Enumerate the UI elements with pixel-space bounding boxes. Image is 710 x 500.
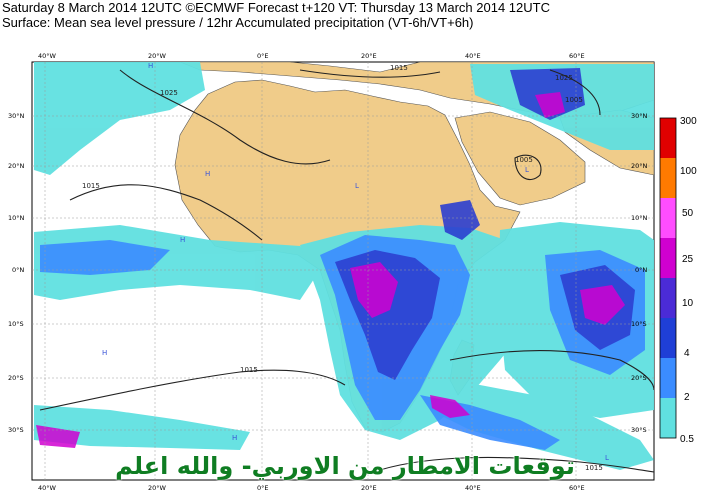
graticule bbox=[32, 62, 654, 480]
lat-tick: 30°N bbox=[631, 112, 648, 120]
pressure-center-marker: L bbox=[525, 166, 529, 174]
pressure-center-marker: H bbox=[232, 434, 237, 442]
lat-tick: 20°N bbox=[631, 162, 648, 170]
isobar-label: 1015 bbox=[585, 464, 603, 472]
precip-blue-atlantic bbox=[40, 240, 170, 275]
lon-ticks-bottom: 40°W 20°W 0°E 20°E 40°E 60°E bbox=[38, 484, 585, 492]
lat-tick: 30°N bbox=[8, 112, 25, 120]
lon-tick: 40°E bbox=[465, 52, 481, 60]
colorbar-frame bbox=[659, 117, 677, 439]
isobars bbox=[39, 69, 654, 473]
colorbar-label: 10 bbox=[682, 298, 694, 309]
pressure-center-marker: L bbox=[355, 182, 359, 190]
lon-ticks-top: 40°W 20°W 0°E 20°E 40°E 60°E bbox=[38, 52, 585, 60]
lat-tick: 30°S bbox=[8, 426, 24, 434]
colorbar-swatch bbox=[660, 318, 676, 358]
isobar-southern bbox=[379, 456, 654, 473]
colorbar-label: 300 bbox=[680, 116, 697, 127]
lon-tick: 60°E bbox=[569, 52, 585, 60]
isobar-label: 1005 bbox=[515, 156, 533, 164]
precip-cyan-south-atlantic bbox=[34, 405, 250, 450]
colorbar-label: 25 bbox=[682, 254, 694, 265]
colorbar-label: 50 bbox=[682, 208, 694, 219]
lon-tick: 0°E bbox=[257, 484, 269, 492]
colorbar-label: 100 bbox=[680, 166, 697, 177]
lat-tick: 20°S bbox=[631, 374, 647, 382]
lat-tick: 10°S bbox=[8, 320, 24, 328]
lon-tick: 40°W bbox=[38, 484, 57, 492]
colorbar-swatch bbox=[660, 198, 676, 238]
isobar-label: 1015 bbox=[240, 366, 258, 374]
colorbar-label: 4 bbox=[684, 348, 690, 359]
isobar-label: 1015 bbox=[390, 64, 408, 72]
map-header: Saturday 8 March 2014 12UTC ©ECMWF Forec… bbox=[0, 0, 710, 30]
colorbar-swatch bbox=[660, 158, 676, 198]
precip-magenta-north bbox=[535, 92, 565, 118]
isobar-label: 1025 bbox=[555, 74, 573, 82]
precip-magenta-congo bbox=[350, 262, 398, 318]
lon-tick: 20°W bbox=[148, 52, 167, 60]
lon-tick: 20°E bbox=[361, 52, 377, 60]
lon-tick: 0°E bbox=[257, 52, 269, 60]
lat-tick: 20°N bbox=[8, 162, 25, 170]
lat-tick: 0°N bbox=[12, 266, 24, 274]
precip-cyan-north-atlantic bbox=[34, 62, 205, 175]
precip-cyan-southeast bbox=[420, 380, 654, 470]
isobar-south-indian bbox=[449, 350, 654, 391]
colorbar-swatch bbox=[660, 358, 676, 398]
colorbar-swatch bbox=[660, 238, 676, 278]
lat-tick: 10°N bbox=[8, 214, 25, 222]
precip-darkblue-ethiopia bbox=[440, 200, 480, 240]
pressure-center-marker: H bbox=[205, 170, 210, 178]
isobar-labels: 1025 1015 1005 1015 1015 1025 1015 1005 bbox=[82, 64, 603, 472]
pressure-centers: H H L L H H H L bbox=[102, 62, 609, 462]
pressure-center-marker: L bbox=[605, 454, 609, 462]
lat-tick: 10°S bbox=[631, 320, 647, 328]
precip-magenta-east bbox=[580, 285, 625, 325]
precipitation-colorbar: 300 100 50 25 10 4 2 0.5 bbox=[659, 116, 697, 445]
precip-extreme bbox=[36, 92, 625, 448]
isobar-arabia bbox=[514, 154, 542, 180]
lon-tick: 20°E bbox=[361, 484, 377, 492]
lon-tick: 40°E bbox=[465, 484, 481, 492]
lat-ticks-right: 30°N 20°N 10°N 0°N 10°S 20°S 30°S bbox=[631, 112, 648, 434]
lat-ticks-left: 30°N 20°N 10°N 0°N 10°S 20°S 30°S bbox=[8, 112, 25, 434]
colorbar-swatch bbox=[660, 118, 676, 158]
pressure-center-marker: H bbox=[148, 62, 153, 70]
arabia-landmass bbox=[454, 111, 586, 206]
precip-magenta-mozambique bbox=[430, 395, 470, 418]
isobar-label: 1025 bbox=[160, 89, 178, 97]
isobar-label: 1015 bbox=[82, 182, 100, 190]
precip-magenta-south-atlantic bbox=[36, 425, 80, 448]
isobar-label: 1005 bbox=[565, 96, 583, 104]
pressure-center-marker: H bbox=[102, 349, 107, 357]
arabic-caption: توقعات الامطار من الاوربي- والله اعلم bbox=[115, 452, 575, 480]
colorbar-swatch bbox=[660, 398, 676, 438]
forecast-subtitle: Surface: Mean sea level pressure / 12hr … bbox=[2, 15, 474, 30]
pressure-center-marker: H bbox=[180, 236, 185, 244]
lat-tick: 0°N bbox=[635, 266, 647, 274]
lat-tick: 30°S bbox=[631, 426, 647, 434]
colorbar-label: 2 bbox=[684, 392, 690, 403]
lat-tick: 10°N bbox=[631, 214, 648, 222]
lon-tick: 20°W bbox=[148, 484, 167, 492]
lat-tick: 20°S bbox=[8, 374, 24, 382]
isobar-north-atlantic bbox=[119, 69, 331, 165]
lon-tick: 40°W bbox=[38, 52, 57, 60]
lon-tick: 60°E bbox=[569, 484, 585, 492]
colorbar-swatch bbox=[660, 278, 676, 318]
isobar-north-east bbox=[549, 69, 601, 116]
colorbar-label: 0.5 bbox=[680, 434, 694, 445]
isobar-west-africa bbox=[69, 184, 263, 241]
forecast-title: Saturday 8 March 2014 12UTC ©ECMWF Forec… bbox=[2, 0, 550, 15]
isobar-south-atlantic bbox=[39, 369, 346, 411]
isobar-mediterranean bbox=[299, 69, 441, 78]
